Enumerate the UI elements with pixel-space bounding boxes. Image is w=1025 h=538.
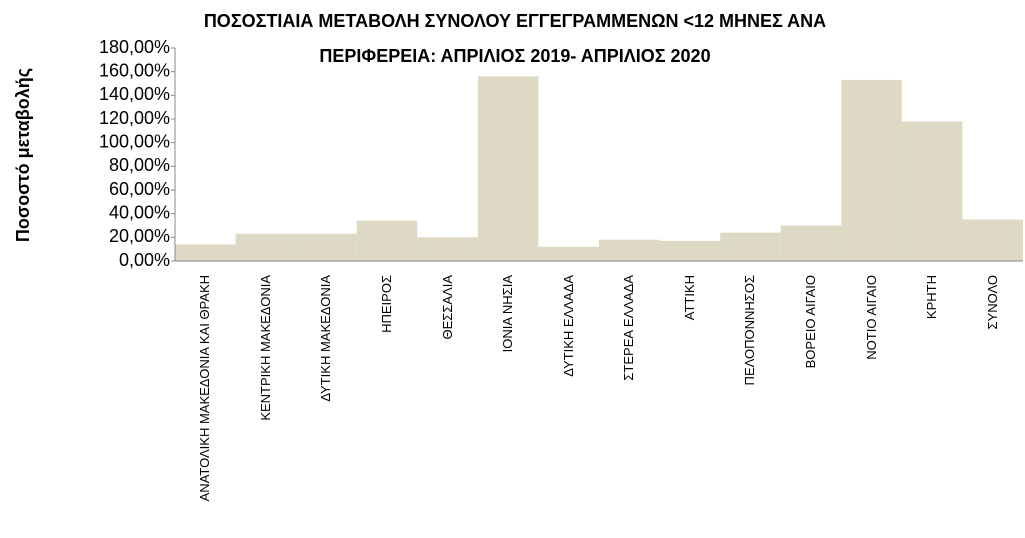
x-tick-label: ΒΟΡΕΙΟ ΑΙΓΑΙΟ xyxy=(803,275,818,369)
x-tick-label: ΔΥΤΙΚΗ ΕΛΛΑΔΑ xyxy=(560,275,576,377)
bar xyxy=(901,121,963,261)
bar xyxy=(235,233,297,261)
x-tick-label: ΑΝΑΤΟΛΙΚΗ ΜΑΚΕΔΟΝΙΑ ΚΑΙ ΘΡΑΚΗ xyxy=(197,275,213,502)
bar xyxy=(962,219,1023,261)
y-tick-label: 100,00% xyxy=(99,131,170,151)
y-tick-label: 80,00% xyxy=(109,155,170,175)
bar xyxy=(417,237,478,261)
y-tick-label: 120,00% xyxy=(99,108,170,128)
x-tick-label: ΘΕΣΣΑΛΙΑ xyxy=(439,275,455,340)
chart-title: ΠΕΡΙΦΕΡΕΙΑ: ΑΠΡΙΛΙΟΣ 2019- ΑΠΡΙΛΙΟΣ 2020 xyxy=(319,46,710,66)
bar xyxy=(659,240,721,261)
x-tick-label: ΔΥΤΙΚΗ ΜΑΚΕΔΟΝΙΑ xyxy=(318,275,334,402)
y-tick-label: 140,00% xyxy=(99,84,170,104)
bar xyxy=(538,246,599,261)
x-tick-label: ΚΡΗΤΗ xyxy=(924,275,940,320)
bar xyxy=(841,79,902,261)
bar xyxy=(780,225,842,261)
y-tick-label: 20,00% xyxy=(109,226,170,246)
y-tick-label: 180,00% xyxy=(99,37,170,57)
x-tick-label: ΝΟΤΙΟ ΑΙΓΑΙΟ xyxy=(863,275,879,360)
y-axis-label: Ποσοστό μεταβολής xyxy=(13,68,33,242)
y-tick-label: 0,00% xyxy=(119,250,170,270)
x-tick-label: ΗΠΕΙΡΟΣ xyxy=(379,275,394,333)
bar xyxy=(356,220,418,261)
x-tick-label: ΠΕΛΟΠΟΝΝΗΣΟΣ xyxy=(742,275,758,386)
bar xyxy=(175,244,236,261)
bar xyxy=(720,232,781,261)
bar xyxy=(599,239,660,261)
y-tick-label: 40,00% xyxy=(109,202,170,222)
x-tick-label: ΚΕΝΤΡΙΚΗ ΜΑΚΕΔΟΝΙΑ xyxy=(257,275,273,421)
y-tick-label: 60,00% xyxy=(109,179,170,199)
y-tick-label: 160,00% xyxy=(99,60,170,80)
x-tick-label: ΙΟΝΙΑ ΝΗΣΙΑ xyxy=(500,275,516,353)
x-tick-label: ΣΤΕΡΕΑ ΕΛΛΑΔΑ xyxy=(621,275,637,381)
chart-title: ΠΟΣΟΣΤΙΑΙΑ ΜΕΤΑΒΟΛΗ ΣΥΝΟΛΟΥ ΕΓΓΕΓΡΑΜΜΕΝΩ… xyxy=(204,11,826,31)
x-tick-label: ΑΤΤΙΚΗ xyxy=(681,275,697,321)
bar xyxy=(477,76,539,262)
x-tick-label: ΣΥΝΟΛΟ xyxy=(984,275,1000,330)
bar xyxy=(296,233,357,261)
